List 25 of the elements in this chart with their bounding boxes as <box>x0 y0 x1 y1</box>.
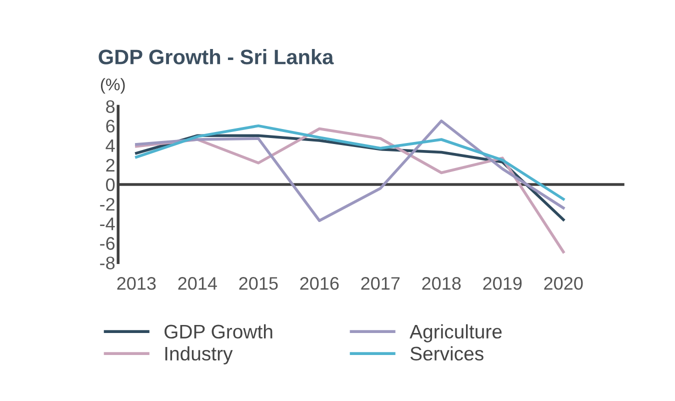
x-tick-label: 2016 <box>300 277 339 290</box>
chart-title: GDP Growth - Sri Lanka <box>98 49 334 64</box>
x-tick-label: 2014 <box>178 277 217 290</box>
y-tick-label: 4 <box>106 139 115 152</box>
y-tick-label: -2 <box>100 198 114 211</box>
y-tick-label: -4 <box>100 218 115 230</box>
x-tick-label: 2013 <box>117 277 156 290</box>
y-tick-label: -6 <box>100 237 115 250</box>
y-tick-label: 6 <box>106 120 115 133</box>
x-tick-label: 2017 <box>361 277 400 290</box>
legend-label: Industry <box>165 346 233 364</box>
legend-label: Agriculture <box>410 324 502 342</box>
y-tick-label: 2 <box>106 158 114 172</box>
y-tick-label: 8 <box>106 100 115 113</box>
legend-label: GDP Growth <box>164 324 272 339</box>
x-tick-label: 2015 <box>239 277 278 290</box>
legend-label: Services <box>410 346 484 361</box>
x-tick-label: 2019 <box>483 277 522 290</box>
line-series <box>135 124 565 201</box>
y-tick-label: 0 <box>106 178 115 192</box>
line-series <box>135 120 565 222</box>
x-tick-label: 2020 <box>544 277 583 290</box>
y-tick-label: -8 <box>100 256 115 270</box>
x-tick-label: 2018 <box>422 277 461 290</box>
y-axis-title: (%) <box>100 78 125 94</box>
